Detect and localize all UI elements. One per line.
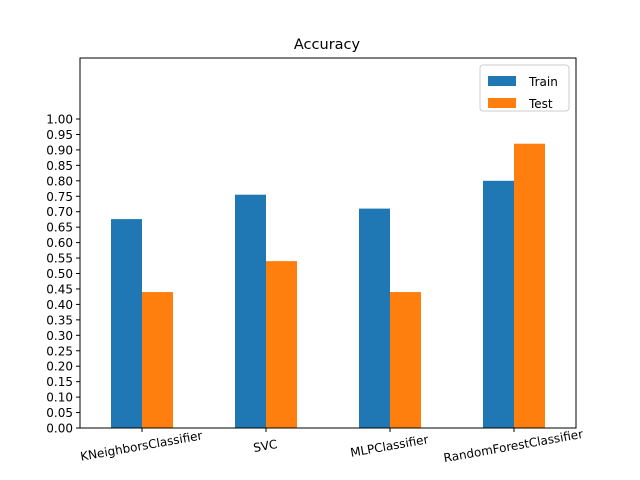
y-tick-label: 0.40 <box>46 298 73 312</box>
y-tick-label: 0.70 <box>46 205 73 219</box>
bar-test-1 <box>266 261 297 428</box>
legend-swatch-train <box>488 76 516 86</box>
y-tick-label: 0.35 <box>46 313 73 327</box>
y-tick-label: 0.10 <box>46 391 73 405</box>
y-axis: 0.00 0.050.10 0.150.20 0.250.30 0.350.40 0.45… <box>46 113 80 436</box>
y-tick-label: 0.15 <box>46 375 73 389</box>
plot-area-frame <box>79 57 577 429</box>
y-tick-label: 0.75 <box>46 190 73 204</box>
y-tick-label: 0.50 <box>46 267 73 281</box>
y-tick-label: 0.05 <box>46 406 73 420</box>
y-tick-label: 0.45 <box>46 282 73 296</box>
y-tick-label: 0.80 <box>46 174 73 188</box>
bar-train-0 <box>111 219 142 428</box>
bar-test-2 <box>390 292 421 428</box>
bar-train-2 <box>359 208 390 428</box>
y-tick-label: 0.95 <box>46 128 73 142</box>
bar-group <box>111 143 545 428</box>
y-tick-label: 0.85 <box>46 159 73 173</box>
legend: Train Test <box>479 64 570 112</box>
chart-title: Accuracy <box>294 37 361 53</box>
y-tick-label: 0.00 <box>46 422 73 436</box>
y-tick-label: 0.55 <box>46 252 73 266</box>
bar-train-1 <box>235 194 266 428</box>
bar-test-3 <box>514 143 545 428</box>
legend-swatch-test <box>488 98 516 108</box>
y-tick-label: 0.60 <box>46 236 73 250</box>
bar-train-3 <box>483 180 514 428</box>
bar-test-0 <box>142 292 173 428</box>
legend-label-train: Train <box>528 75 558 89</box>
y-tick-label: 0.90 <box>46 143 73 157</box>
y-tick-label: 0.30 <box>46 329 73 343</box>
y-tick-label: 0.20 <box>46 360 73 374</box>
y-tick-label: 0.25 <box>46 344 73 358</box>
legend-label-test: Test <box>528 97 553 111</box>
y-tick-label: 0.65 <box>46 221 73 235</box>
x-tick-label: SVC <box>252 437 278 455</box>
y-tick-label: 1.00 <box>46 113 73 127</box>
